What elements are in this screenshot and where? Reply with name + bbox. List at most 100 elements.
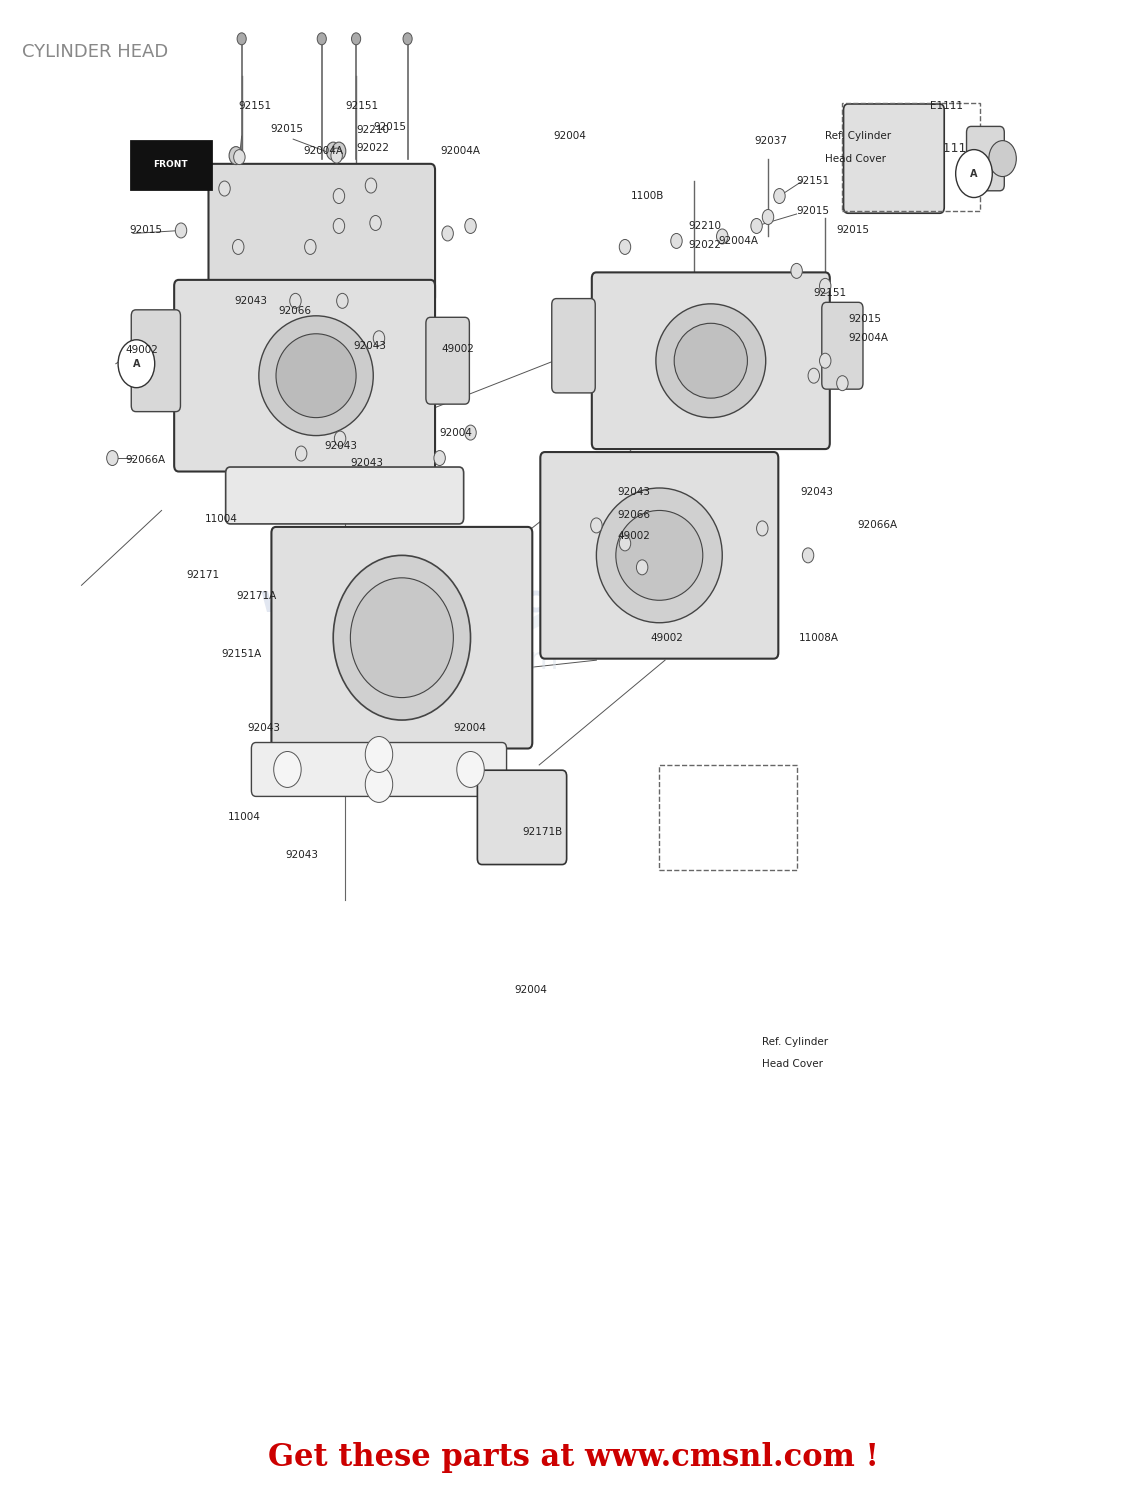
Text: 92066A: 92066A xyxy=(125,454,165,465)
Text: 92004A: 92004A xyxy=(848,333,888,344)
Circle shape xyxy=(233,240,244,255)
Text: A: A xyxy=(133,358,140,369)
Text: 1100B: 1100B xyxy=(631,190,664,201)
Circle shape xyxy=(274,752,302,788)
Text: 92004: 92004 xyxy=(514,984,547,994)
Text: 92022: 92022 xyxy=(688,240,721,250)
Text: E1111: E1111 xyxy=(928,141,968,154)
Ellipse shape xyxy=(596,488,723,622)
Text: 92015: 92015 xyxy=(836,225,869,236)
Ellipse shape xyxy=(616,510,703,600)
Ellipse shape xyxy=(350,578,453,698)
Text: 92151: 92151 xyxy=(797,176,829,186)
Text: 92015: 92015 xyxy=(797,206,829,216)
FancyBboxPatch shape xyxy=(131,310,180,411)
Circle shape xyxy=(791,264,803,279)
Text: 11008A: 11008A xyxy=(799,633,838,642)
Circle shape xyxy=(757,520,768,536)
Text: 92066A: 92066A xyxy=(857,520,897,531)
Circle shape xyxy=(337,294,348,309)
Text: 92043: 92043 xyxy=(350,458,383,468)
Text: 49002: 49002 xyxy=(125,345,158,355)
FancyBboxPatch shape xyxy=(251,742,507,796)
Circle shape xyxy=(331,148,342,164)
FancyBboxPatch shape xyxy=(540,452,779,658)
Circle shape xyxy=(175,224,187,238)
Text: 92151A: 92151A xyxy=(221,650,262,658)
FancyBboxPatch shape xyxy=(477,770,567,864)
Circle shape xyxy=(751,219,763,234)
Circle shape xyxy=(989,141,1016,177)
FancyBboxPatch shape xyxy=(131,141,211,189)
Circle shape xyxy=(619,240,631,255)
Text: 92015: 92015 xyxy=(848,314,881,324)
Text: CYLINDER HEAD: CYLINDER HEAD xyxy=(22,44,169,62)
Text: 92210: 92210 xyxy=(688,220,721,231)
FancyBboxPatch shape xyxy=(967,126,1005,190)
FancyBboxPatch shape xyxy=(843,104,944,213)
Text: 11004: 11004 xyxy=(228,813,260,822)
Text: Ref. Cylinder: Ref. Cylinder xyxy=(825,130,891,141)
Text: 92004: 92004 xyxy=(553,130,586,141)
Circle shape xyxy=(671,234,682,249)
Circle shape xyxy=(237,33,247,45)
FancyBboxPatch shape xyxy=(174,280,435,471)
FancyBboxPatch shape xyxy=(209,164,435,303)
Ellipse shape xyxy=(334,555,470,720)
Circle shape xyxy=(118,340,155,387)
Text: E1111: E1111 xyxy=(930,100,963,111)
Circle shape xyxy=(465,219,476,234)
Text: 92043: 92043 xyxy=(235,296,267,306)
Circle shape xyxy=(234,150,245,165)
Circle shape xyxy=(434,450,445,465)
Text: Ref. Cylinder: Ref. Cylinder xyxy=(763,1036,828,1047)
Text: 92015: 92015 xyxy=(373,122,406,132)
Circle shape xyxy=(229,147,243,165)
Text: 92066: 92066 xyxy=(617,510,650,520)
Circle shape xyxy=(763,210,774,225)
Text: FRONT: FRONT xyxy=(154,160,188,170)
Circle shape xyxy=(373,332,384,346)
Text: 92004A: 92004A xyxy=(440,146,481,156)
Text: 92151: 92151 xyxy=(239,100,272,111)
Circle shape xyxy=(619,536,631,550)
Circle shape xyxy=(955,150,992,198)
Circle shape xyxy=(335,430,345,445)
Circle shape xyxy=(365,736,392,772)
Text: 92004A: 92004A xyxy=(304,146,343,156)
Ellipse shape xyxy=(674,324,748,398)
Circle shape xyxy=(296,446,307,460)
Text: 92043: 92043 xyxy=(248,723,280,732)
Bar xyxy=(660,765,797,870)
Text: 92015: 92015 xyxy=(271,123,303,134)
Text: 92171A: 92171A xyxy=(236,591,276,602)
Circle shape xyxy=(442,226,453,242)
Text: 92151: 92151 xyxy=(345,100,379,111)
Circle shape xyxy=(403,33,412,45)
Circle shape xyxy=(290,294,302,309)
FancyBboxPatch shape xyxy=(426,318,469,404)
Circle shape xyxy=(819,279,830,294)
Text: 49002: 49002 xyxy=(650,633,682,642)
Ellipse shape xyxy=(276,334,356,417)
FancyBboxPatch shape xyxy=(552,298,595,393)
Text: 49002: 49002 xyxy=(617,531,650,542)
Circle shape xyxy=(334,219,344,234)
Circle shape xyxy=(107,450,118,465)
FancyBboxPatch shape xyxy=(821,303,863,388)
Ellipse shape xyxy=(259,316,373,435)
Text: 92171: 92171 xyxy=(187,570,220,580)
Circle shape xyxy=(327,142,340,160)
Bar xyxy=(842,104,980,212)
Circle shape xyxy=(365,178,376,194)
Circle shape xyxy=(819,352,830,368)
FancyBboxPatch shape xyxy=(272,526,532,748)
Circle shape xyxy=(318,33,327,45)
Text: 92043: 92043 xyxy=(286,850,318,859)
Circle shape xyxy=(717,230,728,244)
Text: A: A xyxy=(970,168,977,178)
Circle shape xyxy=(351,33,360,45)
Text: Head Cover: Head Cover xyxy=(825,153,887,164)
Text: 92037: 92037 xyxy=(755,135,787,146)
Text: Head Cover: Head Cover xyxy=(763,1059,824,1070)
